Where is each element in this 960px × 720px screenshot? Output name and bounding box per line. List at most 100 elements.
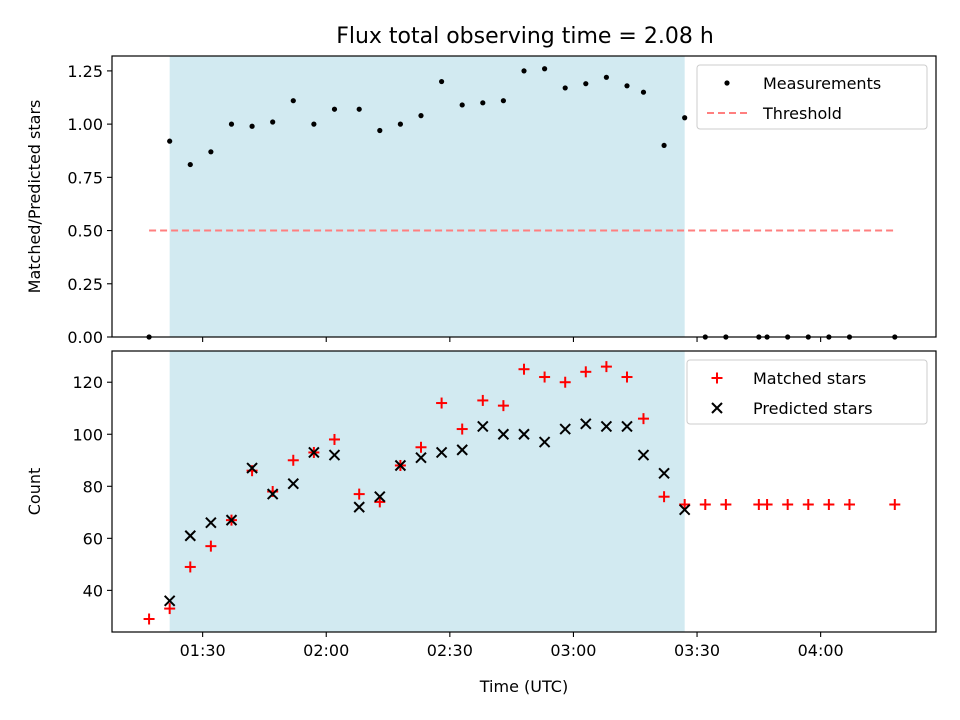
measurement-point [682, 115, 688, 121]
top-panel-ratio: 0.00 0.25 0.50 0.75 1.00 1.25 Matched/Predicte… [25, 55, 937, 347]
predicted-point [205, 517, 217, 529]
matched-point [353, 488, 365, 500]
legend: Matched stars Predicted stars [686, 359, 928, 425]
x-tick-label: 03:00 [550, 641, 596, 660]
predicted-point [163, 595, 176, 607]
measurement-point [624, 83, 630, 89]
predicted-point [580, 418, 592, 430]
measurement-point [331, 106, 338, 112]
measurement-point [562, 85, 568, 91]
y-axis-label: Count [25, 468, 44, 516]
y-tick-label: 40 [83, 581, 103, 600]
bottom-panel-count: 40 60 80 100 120 01:30 02:00 02:30 03:00 03:30 04:… [25, 350, 937, 696]
matched-point [518, 363, 530, 375]
predicted-point [308, 446, 320, 459]
x-tick-label: 02:00 [303, 641, 349, 660]
axes-frame [111, 55, 937, 338]
x-axis-label: Time (UTC) [479, 677, 568, 696]
measurement-point [583, 81, 589, 87]
legend-box [696, 64, 928, 130]
legend-label: Measurements [763, 74, 881, 93]
measurement-point [542, 66, 548, 72]
predicted-point [497, 428, 510, 440]
y-tick-label: 0.75 [67, 168, 103, 187]
y-tick-label: 120 [72, 373, 103, 392]
predicted-point [394, 459, 407, 472]
measurement-point [356, 106, 362, 112]
predicted-point [538, 436, 551, 448]
matched-point [539, 371, 551, 383]
y-tick-label: 1.25 [67, 62, 103, 81]
predicted-point [518, 428, 530, 440]
y-tick-label: 1.00 [67, 115, 103, 134]
measurement-point [418, 113, 424, 119]
matched-point [328, 433, 340, 445]
observing-span [169, 351, 685, 632]
observing-span [169, 56, 685, 337]
predicted-point [456, 444, 468, 456]
measurement-point [377, 127, 383, 134]
series-predicted-stars [163, 418, 691, 607]
legend-marker [711, 372, 723, 384]
measurement-point [480, 100, 486, 106]
predicted-point [637, 449, 650, 461]
matched-point [720, 499, 732, 511]
x-tick-label: 01:30 [180, 641, 226, 660]
matched-point [287, 454, 299, 466]
matched-point [497, 400, 509, 412]
matched-point [143, 613, 155, 625]
matched-point [802, 499, 814, 511]
matched-point [580, 366, 592, 378]
predicted-point [621, 420, 633, 433]
y-axis-label: Matched/Predicted stars [25, 100, 44, 294]
measurement-point [208, 149, 214, 155]
predicted-point [678, 504, 691, 516]
matched-point [761, 499, 773, 511]
legend-label: Predicted stars [753, 399, 873, 418]
y-tick-label: 0.25 [67, 275, 103, 294]
measurement-point [500, 98, 506, 104]
matched-point [600, 361, 612, 373]
y-tick-label: 0.50 [67, 222, 103, 241]
predicted-point [353, 501, 365, 513]
y-tick-label: 0.00 [67, 328, 103, 347]
legend-label: Matched stars [753, 369, 866, 388]
chart-title: Flux total observing time = 2.08 h [336, 24, 714, 49]
legend-label: Threshold [762, 104, 842, 123]
measurement-point [640, 89, 647, 95]
measurement-point [521, 68, 527, 74]
legend-box [686, 359, 928, 425]
legend-marker [724, 80, 730, 86]
matched-point [658, 491, 670, 503]
matched-point [477, 394, 489, 406]
predicted-point [328, 449, 341, 461]
measurement-point [439, 78, 445, 85]
measurement-point [270, 119, 276, 125]
measurement-point [397, 121, 403, 127]
matched-point [184, 561, 196, 573]
matched-point [621, 371, 633, 383]
legend: Measurements Threshold [696, 64, 928, 130]
predicted-point [600, 420, 613, 433]
measurement-point [290, 98, 296, 104]
measurement-point [187, 161, 193, 168]
measurement-point [249, 123, 255, 129]
y-tick-label: 80 [83, 477, 103, 496]
predicted-point [225, 514, 238, 526]
matched-point [559, 376, 571, 388]
predicted-point [559, 423, 571, 435]
predicted-point [435, 446, 448, 459]
matched-point [782, 499, 794, 511]
matched-point [889, 499, 901, 511]
matched-point [679, 499, 691, 511]
predicted-point [477, 420, 489, 433]
measurement-point [603, 74, 610, 80]
measurement-point [661, 142, 667, 149]
matched-point [205, 540, 217, 552]
predicted-point [374, 490, 386, 503]
predicted-point [266, 488, 279, 500]
x-tick-label: 02:30 [427, 641, 473, 660]
measurement-point [167, 138, 173, 144]
matched-point [436, 397, 448, 409]
